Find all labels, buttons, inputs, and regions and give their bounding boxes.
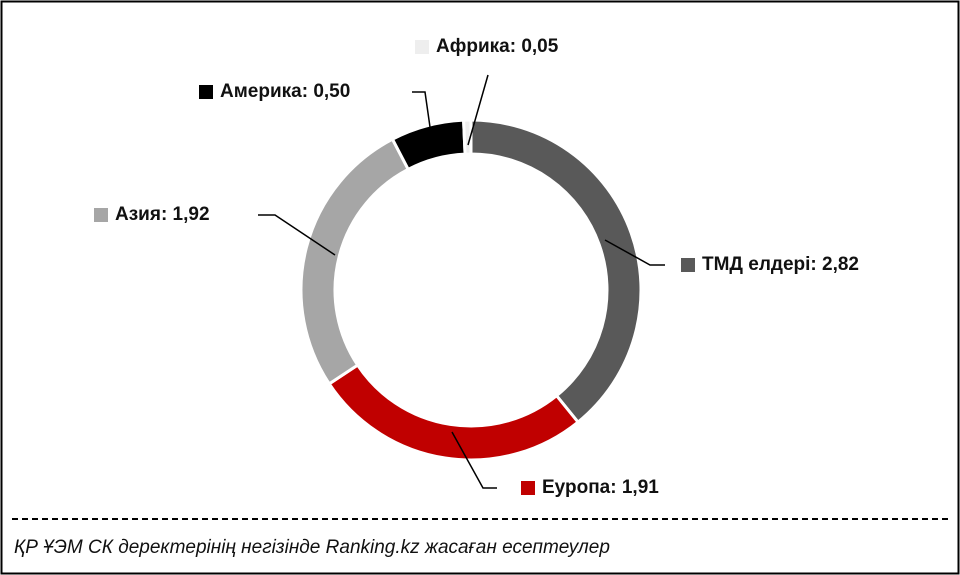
leader-line: [412, 91, 431, 128]
label-separator: :: [161, 204, 173, 225]
data-label: Азия: 1,92: [115, 204, 210, 225]
label-value: 1,91: [622, 477, 659, 498]
label-value: 2,82: [822, 254, 859, 275]
label-separator: :: [610, 477, 622, 498]
legend-swatch: [521, 481, 535, 495]
legend-swatch: [415, 40, 429, 54]
leader-line: [467, 74, 489, 146]
label-separator: :: [810, 254, 822, 275]
leader-line: [258, 214, 336, 256]
legend-swatch: [681, 258, 695, 272]
label-value: 1,92: [173, 204, 210, 225]
legend-swatch: [94, 208, 108, 222]
data-label: ТМД елдері: 2,82: [702, 254, 859, 275]
label-separator: :: [302, 81, 314, 102]
data-label: Еуропа: 1,91: [542, 477, 659, 498]
leader-line: [604, 239, 665, 266]
label-category: Азия: [115, 204, 161, 225]
source-note: ҚР ҰЭМ СК деректерінің негізінде Ranking…: [14, 537, 610, 558]
label-separator: :: [510, 36, 522, 57]
label-category: Африка: [436, 36, 510, 57]
data-label: Америка: 0,50: [220, 81, 350, 102]
label-value: 0,05: [521, 36, 558, 57]
donut-segment: [462, 118, 473, 156]
label-category: ТМД елдері: [702, 254, 810, 275]
data-label: Африка: 0,05: [436, 36, 559, 57]
label-category: Еуропа: [542, 477, 611, 498]
leader-line: [451, 431, 497, 489]
label-value: 0,50: [313, 81, 350, 102]
legend-swatch: [199, 85, 213, 99]
label-category: Америка: [220, 81, 302, 102]
